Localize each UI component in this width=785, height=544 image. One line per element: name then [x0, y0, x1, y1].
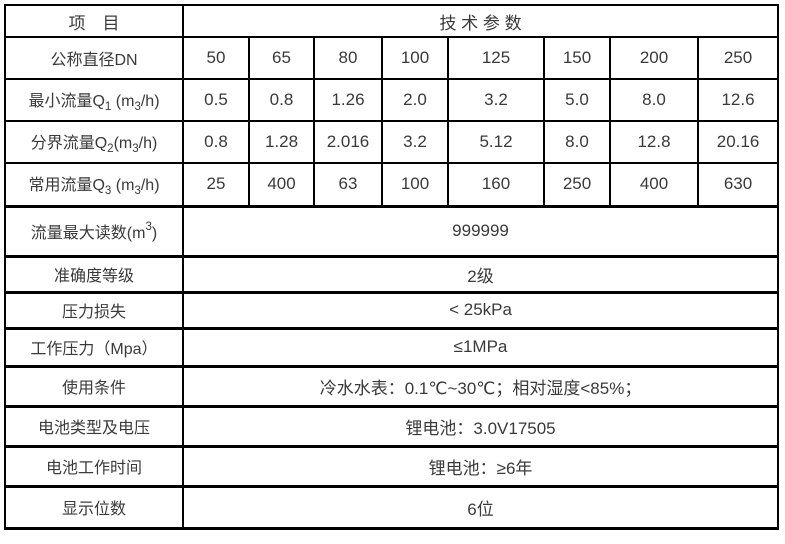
dn-value-cell: 125: [447, 36, 545, 80]
q1-value-cell: 1.26: [313, 78, 383, 122]
q2-value-cell: 0.8: [182, 120, 250, 164]
q3-value-cell: 400: [609, 162, 699, 207]
table-row-max-reading: 流量最大读数(m3) 999999: [4, 204, 780, 257]
row-label-digits: 显示位数: [4, 484, 184, 530]
row-label-accuracy: 准确度等级: [4, 254, 184, 293]
digits-value-cell: 6位: [181, 484, 780, 530]
q3-value-cell: 63: [313, 162, 383, 207]
table-row-pressure-loss: 压力损失 < 25kPa: [4, 290, 780, 329]
row-label-max-reading: 流量最大读数(m3): [4, 204, 184, 257]
table-row-q2: 分界流量Q2(m3/h) 0.8 1.28 2.016 3.2 5.12 8.0…: [4, 120, 780, 164]
table-row-battery-life: 电池工作时间 锂电池：≥6年: [4, 444, 780, 487]
table-row-q3: 常用流量Q3 (m3/h) 25 400 63 100 160 250 400 …: [4, 162, 780, 207]
row-label-q3: 常用流量Q3 (m3/h): [4, 162, 184, 207]
battery-value-cell: 锂电池：3.0V17505: [181, 404, 780, 447]
row-label-battery: 电池类型及电压: [4, 404, 184, 447]
q2-value-cell: 1.28: [248, 120, 315, 164]
max-reading-value-cell: 999999: [181, 204, 780, 257]
q2-value-cell: 3.2: [381, 120, 449, 164]
table-row-q1: 最小流量Q1 (m3/h) 0.5 0.8 1.26 2.0 3.2 5.0 8…: [4, 78, 780, 122]
q2-value-cell: 8.0: [543, 120, 611, 164]
row-label-working-pressure: 工作压力（Mpa）: [4, 326, 184, 367]
dn-value-cell: 100: [381, 36, 449, 80]
table-row-battery: 电池类型及电压 锂电池：3.0V17505: [4, 404, 780, 447]
q2-value-cell: 5.12: [447, 120, 545, 164]
q3-value-cell: 400: [248, 162, 315, 207]
table-header-row: 项 目 技 术 参 数: [4, 4, 780, 38]
table-row-accuracy: 准确度等级 2级: [4, 254, 780, 293]
row-label-q2: 分界流量Q2(m3/h): [4, 120, 184, 164]
q3-value-cell: 160: [447, 162, 545, 207]
q3-value-cell: 250: [543, 162, 611, 207]
q3-value-cell: 630: [696, 162, 780, 207]
q1-value-cell: 5.0: [543, 78, 611, 122]
q1-value-cell: 0.8: [248, 78, 315, 122]
dn-value-cell: 50: [182, 36, 250, 80]
q1-value-cell: 0.5: [182, 78, 250, 122]
dn-value-cell: 80: [313, 36, 383, 80]
working-pressure-value-cell: ≤1MPa: [181, 326, 780, 367]
q1-value-cell: 12.6: [696, 78, 780, 122]
row-label-q1: 最小流量Q1 (m3/h): [4, 78, 184, 122]
dn-value-cell: 150: [543, 36, 611, 80]
q1-value-cell: 8.0: [609, 78, 699, 122]
header-item-label: 项 目: [4, 4, 184, 38]
q2-value-cell: 2.016: [313, 120, 383, 164]
spec-table: 项 目 技 术 参 数 公称直径DN 50 65 80 100 125 150 …: [4, 4, 780, 530]
row-label-pressure-loss: 压力损失: [4, 290, 184, 329]
dn-value-cell: 250: [696, 36, 780, 80]
table-row-working-pressure: 工作压力（Mpa） ≤1MPa: [4, 326, 780, 367]
header-params-label: 技 术 参 数: [181, 4, 780, 38]
q3-value-cell: 100: [381, 162, 449, 207]
q3-value-cell: 25: [182, 162, 250, 207]
row-label-conditions: 使用条件: [4, 364, 184, 407]
row-label-battery-life: 电池工作时间: [4, 444, 184, 487]
dn-value-cell: 200: [609, 36, 699, 80]
table-row-dn: 公称直径DN 50 65 80 100 125 150 200 250: [4, 36, 780, 80]
conditions-value-cell: 冷水水表：0.1℃~30℃；相对湿度<85%；: [181, 364, 780, 407]
table-row-conditions: 使用条件 冷水水表：0.1℃~30℃；相对湿度<85%；: [4, 364, 780, 407]
accuracy-value-cell: 2级: [181, 254, 780, 293]
row-label-dn: 公称直径DN: [4, 36, 184, 80]
dn-value-cell: 65: [248, 36, 315, 80]
table-row-digits: 显示位数 6位: [4, 484, 780, 530]
battery-life-value-cell: 锂电池：≥6年: [181, 444, 780, 487]
q2-value-cell: 20.16: [696, 120, 780, 164]
q2-value-cell: 12.8: [609, 120, 699, 164]
q1-value-cell: 2.0: [381, 78, 449, 122]
pressure-loss-value-cell: < 25kPa: [181, 290, 780, 329]
q1-value-cell: 3.2: [447, 78, 545, 122]
